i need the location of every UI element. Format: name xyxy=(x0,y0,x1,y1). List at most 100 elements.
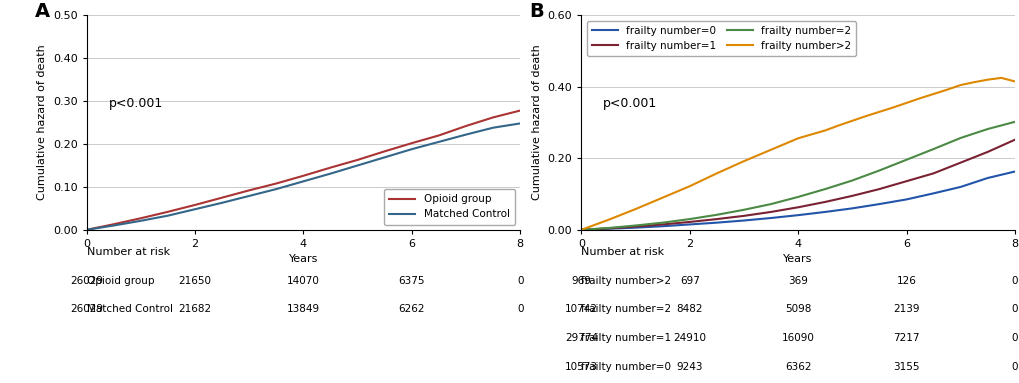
frailty number>2 xyxy=(995,75,1007,80)
frailty number=0 xyxy=(1008,169,1019,174)
frailty number=0 xyxy=(575,228,587,232)
Matched Control xyxy=(378,155,390,160)
Matched Control xyxy=(324,171,336,176)
Text: 3155: 3155 xyxy=(893,362,919,372)
frailty number=1 xyxy=(792,205,804,210)
Matched Control xyxy=(270,187,282,192)
frailty number=1 xyxy=(737,214,749,218)
frailty number=0 xyxy=(792,213,804,218)
frailty number>2 xyxy=(941,87,953,92)
frailty number>2 xyxy=(967,80,979,85)
frailty number>2 xyxy=(764,147,776,152)
frailty number>2 xyxy=(954,83,966,87)
Text: frailty number=1: frailty number=1 xyxy=(581,333,671,343)
Text: 14070: 14070 xyxy=(286,276,320,286)
Text: 6362: 6362 xyxy=(785,362,810,372)
Text: 2139: 2139 xyxy=(893,304,919,314)
frailty number=1 xyxy=(683,219,695,224)
frailty number=2 xyxy=(656,220,668,225)
Opioid group xyxy=(406,141,418,146)
Matched Control xyxy=(298,179,310,183)
Matched Control xyxy=(432,139,444,144)
Opioid group xyxy=(189,203,201,207)
frailty number=1 xyxy=(656,222,668,227)
frailty number=2 xyxy=(900,157,912,162)
frailty number=2 xyxy=(764,202,776,206)
frailty number=2 xyxy=(954,136,966,140)
frailty number=0 xyxy=(656,224,668,229)
frailty number=2 xyxy=(818,187,830,192)
frailty number>2 xyxy=(792,136,804,141)
frailty number>2 xyxy=(805,132,817,137)
Text: 6262: 6262 xyxy=(398,304,425,314)
frailty number>2 xyxy=(737,159,749,164)
frailty number=0 xyxy=(926,191,938,196)
Opioid group xyxy=(298,173,310,178)
Text: 16090: 16090 xyxy=(781,333,814,343)
frailty number>2 xyxy=(751,153,763,158)
Opioid group xyxy=(378,149,390,154)
frailty number=0 xyxy=(872,202,884,206)
Text: 6375: 6375 xyxy=(398,276,425,286)
Opioid group xyxy=(81,228,93,232)
frailty number=0 xyxy=(602,226,614,231)
frailty number=1 xyxy=(980,150,993,154)
Text: 0: 0 xyxy=(517,304,523,314)
frailty number>2 xyxy=(980,77,993,82)
frailty number>2 xyxy=(723,165,736,170)
Text: 0: 0 xyxy=(1011,333,1017,343)
frailty number>2 xyxy=(872,110,884,114)
Text: p<0.001: p<0.001 xyxy=(602,97,656,110)
frailty number>2 xyxy=(575,228,587,232)
Text: Number at risk: Number at risk xyxy=(87,247,169,257)
frailty number=2 xyxy=(629,223,641,228)
Text: 26029: 26029 xyxy=(70,276,103,286)
Opioid group xyxy=(352,157,364,162)
frailty number=1 xyxy=(818,200,830,204)
Legend: frailty number=0, frailty number=1, frailty number=2, frailty number>2: frailty number=0, frailty number=1, frai… xyxy=(586,21,856,56)
Text: 10573: 10573 xyxy=(565,362,597,372)
Text: Number at risk: Number at risk xyxy=(581,247,663,257)
Matched Control xyxy=(243,194,255,198)
frailty number=1 xyxy=(575,228,587,232)
frailty number>2 xyxy=(818,128,830,133)
Line: frailty number=1: frailty number=1 xyxy=(581,140,1014,230)
Matched Control xyxy=(460,132,472,137)
frailty number=2 xyxy=(792,195,804,199)
frailty number=1 xyxy=(872,187,884,192)
frailty number=2 xyxy=(602,226,614,230)
frailty number=0 xyxy=(900,197,912,202)
frailty number=2 xyxy=(846,178,858,183)
frailty number>2 xyxy=(669,190,682,194)
Text: 126: 126 xyxy=(896,276,915,286)
Matched Control xyxy=(162,213,174,218)
frailty number>2 xyxy=(710,171,722,176)
frailty number=1 xyxy=(926,171,938,176)
Line: frailty number=0: frailty number=0 xyxy=(581,172,1014,230)
frailty number=0 xyxy=(710,220,722,225)
Matched Control xyxy=(352,163,364,168)
frailty number=1 xyxy=(954,160,966,165)
Legend: Opioid group, Matched Control: Opioid group, Matched Control xyxy=(384,189,515,224)
frailty number=2 xyxy=(980,127,993,131)
Text: 0: 0 xyxy=(517,276,523,286)
Text: 369: 369 xyxy=(788,276,807,286)
frailty number=0 xyxy=(737,218,749,223)
frailty number=2 xyxy=(926,147,938,151)
frailty number=1 xyxy=(710,217,722,221)
Matched Control xyxy=(216,200,228,205)
frailty number>2 xyxy=(777,142,790,146)
frailty number>2 xyxy=(900,101,912,105)
frailty number>2 xyxy=(656,195,668,200)
frailty number>2 xyxy=(588,223,600,227)
frailty number>2 xyxy=(913,96,925,101)
frailty number>2 xyxy=(886,105,898,110)
Text: A: A xyxy=(35,2,50,21)
frailty number=0 xyxy=(846,206,858,211)
Text: B: B xyxy=(529,2,543,21)
frailty number=2 xyxy=(737,208,749,212)
frailty number>2 xyxy=(1008,79,1019,84)
Text: 7217: 7217 xyxy=(893,333,919,343)
Text: frailty number=0: frailty number=0 xyxy=(581,362,671,372)
frailty number>2 xyxy=(697,177,709,182)
